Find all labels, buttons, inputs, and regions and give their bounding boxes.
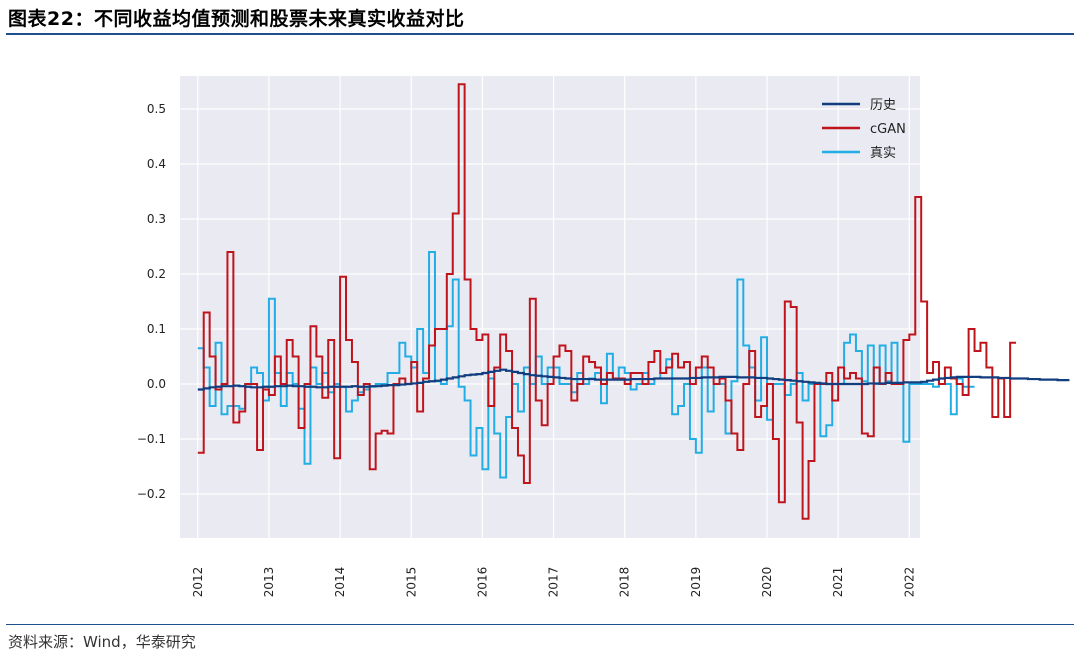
x-tick-label: 2020: [760, 567, 774, 598]
y-tick-label: −0.2: [137, 487, 166, 501]
figure-title: 图表22：不同收益均值预测和股票未来真实收益对比: [8, 4, 464, 31]
y-tick-label: 0.1: [147, 322, 166, 336]
legend-label: 历史: [870, 98, 896, 113]
header-rule: [6, 33, 1074, 35]
y-tick-label: 0.4: [147, 157, 166, 171]
x-tick-label: 2018: [618, 567, 632, 598]
footer-rule: [6, 624, 1074, 625]
x-tick-label: 2016: [475, 567, 489, 598]
x-tick-label: 2014: [333, 567, 347, 598]
x-tick-label: 2015: [404, 567, 418, 598]
y-tick-label: 0.0: [147, 377, 166, 391]
y-tick-label: 0.5: [147, 102, 166, 116]
x-tick-label: 2019: [689, 567, 703, 598]
legend: 历史 cGAN 真实: [822, 98, 906, 161]
legend-label: 真实: [870, 146, 896, 161]
y-tick-label: 0.3: [147, 212, 166, 226]
y-tick-label: 0.2: [147, 267, 166, 281]
series-line-1: [197, 83, 1017, 520]
figure-title-text: 不同收益均值预测和股票未来真实收益对比: [93, 8, 465, 30]
series-line-0: [197, 368, 1070, 391]
x-tick-label: 2022: [902, 567, 916, 598]
source-note: 资料来源：Wind，华泰研究: [8, 633, 196, 651]
legend-label: cGAN: [870, 122, 906, 137]
y-tick-label: −0.1: [137, 432, 166, 446]
y-axis: −0.2 −0.1 0.0 0.1 0.2 0.3 0.4 0.5: [137, 102, 166, 501]
gridlines: [180, 76, 920, 538]
figure-label: 图表22：: [8, 8, 94, 30]
x-axis: 2012 2013 2014 2015 2016 2017 2018 2019 2020 2021…: [191, 567, 917, 598]
series-layer: [197, 83, 1070, 520]
x-tick-label: 2021: [831, 567, 845, 598]
x-tick-label: 2013: [262, 567, 276, 598]
x-tick-label: 2012: [191, 567, 205, 598]
x-tick-label: 2017: [547, 567, 561, 598]
